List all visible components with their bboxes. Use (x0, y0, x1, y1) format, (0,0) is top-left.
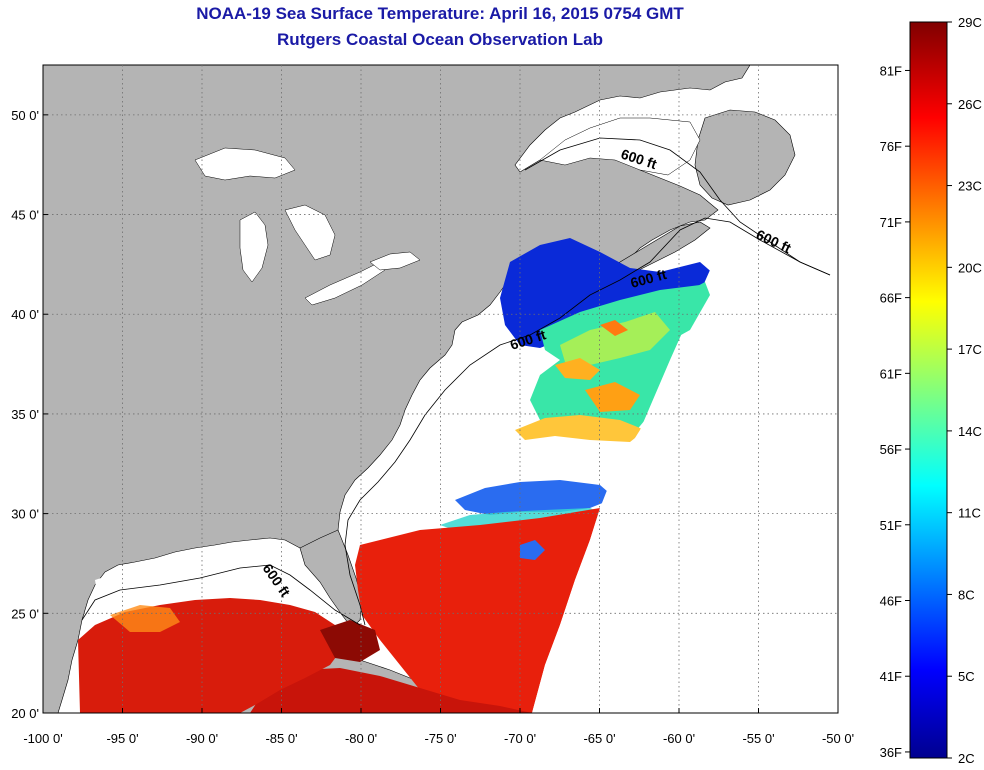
sst-slope-edge (672, 282, 710, 340)
lon-tick-label: -55 0' (742, 731, 774, 746)
colorbar-c-label: 23C (958, 179, 982, 194)
colorbar-f-label: 51F (880, 518, 902, 533)
colorbar-c-label: 26C (958, 97, 982, 112)
lake-erie (304, 261, 386, 306)
sst-warm-eddy-2 (585, 382, 640, 412)
isobath-600ft (344, 217, 831, 626)
sst-dark-red-patch (320, 620, 380, 662)
colorbar-f-label: 61F (880, 366, 902, 381)
colorbar-c-label: 29C (958, 15, 982, 30)
lat-tick-label: 40 0' (11, 307, 39, 322)
lat-tick-label: 20 0' (11, 706, 39, 721)
land-newfoundland (694, 109, 796, 206)
colorbar-celsius-labels: 29C 26C 23C 20C 17C 14C 11C 8C 5C 2C (958, 15, 982, 766)
colorbar-c-label: 2C (958, 751, 975, 766)
colorbar (909, 21, 948, 759)
lon-tick-label: -60 0' (663, 731, 695, 746)
map-grid (42, 65, 839, 714)
lake-michigan (239, 211, 269, 283)
colorbar-f-label: 46F (880, 594, 902, 609)
lon-tick-label: -100 0' (23, 731, 62, 746)
land-north-america (43, 65, 751, 713)
lon-tick-label: -75 0' (424, 731, 456, 746)
swath-east-edge (532, 270, 838, 713)
colorbar-c-label: 5C (958, 669, 975, 684)
lon-tick-label: -85 0' (265, 731, 297, 746)
sst-blue-spot (520, 540, 545, 560)
isobath-600ft-north (524, 137, 831, 276)
lake-ontario (369, 251, 421, 271)
cloud-gulf-north (95, 555, 300, 612)
sst-subtropical-atlantic (355, 508, 600, 713)
lon-tick-label: -65 0' (583, 731, 615, 746)
lon-tick-label: -50 0' (822, 731, 854, 746)
lon-tick-label: -95 0' (106, 731, 138, 746)
colorbar-c-label: 20C (958, 260, 982, 275)
lon-tick-label: -70 0' (504, 731, 536, 746)
longitude-labels: -100 0' -95 0' -90 0' -85 0' -80 0' -75 0' -70… (23, 731, 854, 746)
st-lawrence-gulf (539, 117, 701, 176)
lat-tick-label: 45 0' (11, 208, 39, 223)
colorbar-f-label: 71F (880, 215, 902, 230)
colorbar-c-label: 17C (958, 342, 982, 357)
colorbar-f-label: 76F (880, 139, 902, 154)
sst-green-patch (560, 312, 670, 365)
colorbar-fahrenheit-labels: 81F 76F 71F 66F 61F 56F 51F 46F 41F 36F (880, 63, 902, 759)
lat-tick-label: 35 0' (11, 407, 39, 422)
sst-caribbean (250, 668, 532, 713)
colorbar-f-label: 56F (880, 442, 902, 457)
sst-warm-eddy-3 (600, 320, 628, 336)
colorbar-f-label: 36F (880, 745, 902, 760)
colorbar-f-label: 41F (880, 669, 902, 684)
sst-warm-eddy-1 (555, 358, 600, 380)
lat-tick-label: 25 0' (11, 606, 39, 621)
colorbar-c-label: 8C (958, 587, 975, 602)
latitude-labels: 50 0' 45 0' 40 0' 35 0' 30 0' 25 0' 20 0' (11, 108, 39, 721)
lake-superior (194, 147, 296, 181)
sst-gulf-cool-patch (110, 605, 180, 632)
sst-blue-band (455, 480, 615, 515)
lon-tick-label: -80 0' (345, 731, 377, 746)
colorbar-ticks (905, 21, 952, 759)
map-title: NOAA-19 Sea Surface Temperature: April 1… (196, 4, 684, 23)
colorbar-f-label: 81F (880, 63, 902, 78)
sst-warm-band (515, 415, 645, 442)
lat-tick-label: 30 0' (11, 507, 39, 522)
lon-tick-label: -90 0' (186, 731, 218, 746)
colorbar-c-label: 14C (958, 424, 982, 439)
map-subtitle: Rutgers Coastal Ocean Observation Lab (277, 30, 603, 49)
lake-huron (284, 204, 336, 261)
isobath-600ft-gulf (81, 564, 361, 626)
colorbar-f-label: 66F (880, 291, 902, 306)
lat-tick-label: 50 0' (11, 108, 39, 123)
colorbar-c-label: 11C (958, 506, 981, 521)
